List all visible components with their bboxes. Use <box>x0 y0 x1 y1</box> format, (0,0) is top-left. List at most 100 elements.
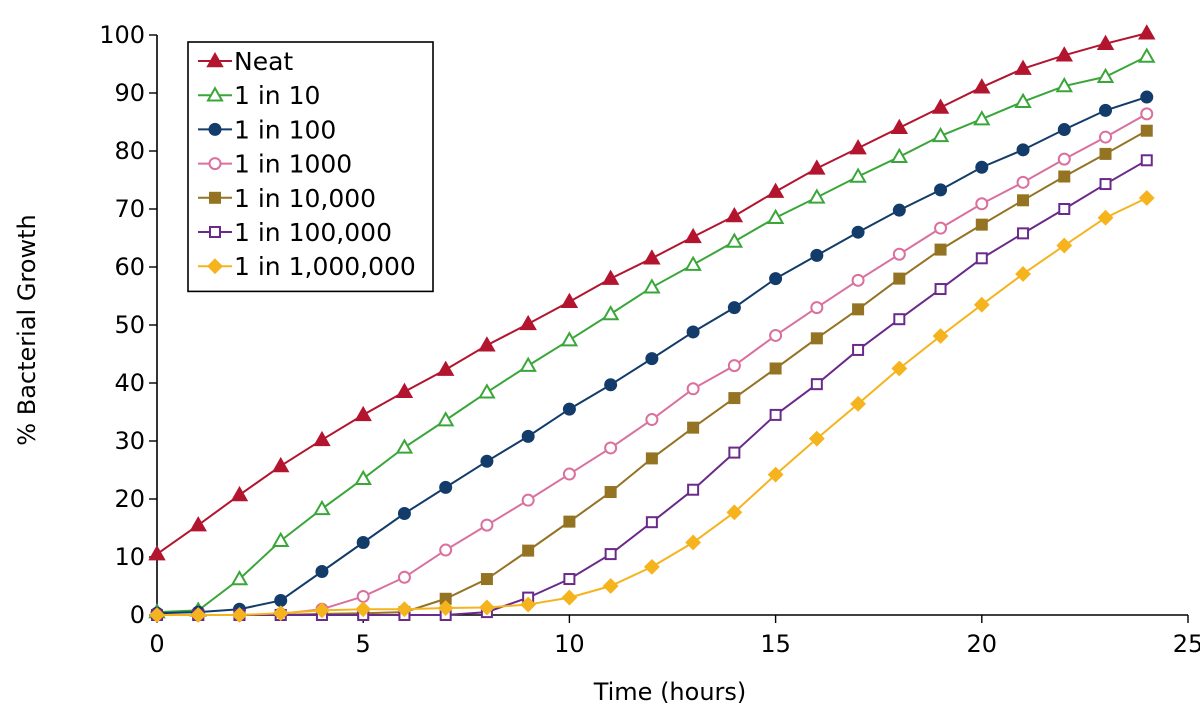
data-point <box>314 602 330 619</box>
y-tick-label: 100 <box>99 21 145 49</box>
y-tick-label: 70 <box>114 195 145 223</box>
data-point <box>1140 154 1153 167</box>
legend-item: 1 in 100,000 <box>198 218 392 247</box>
data-point <box>395 382 414 398</box>
legend-label: 1 in 100,000 <box>234 218 392 247</box>
data-point <box>728 392 741 405</box>
data-point <box>563 573 576 586</box>
data-point <box>934 221 948 235</box>
data-point <box>810 301 824 315</box>
data-point <box>892 203 906 217</box>
x-tick-label: 25 <box>1173 630 1200 658</box>
data-point <box>975 218 988 231</box>
data-point <box>975 160 989 174</box>
data-point <box>852 303 865 316</box>
data-point <box>520 596 537 613</box>
data-point <box>480 518 494 532</box>
data-point <box>1058 203 1071 215</box>
data-point <box>519 314 537 331</box>
data-point <box>1014 59 1032 75</box>
legend-label: Neat <box>234 47 293 76</box>
data-point <box>934 283 947 296</box>
data-point <box>973 78 991 94</box>
data-point <box>725 232 744 248</box>
series-1 <box>148 24 1156 561</box>
data-point <box>686 382 700 396</box>
data-point <box>395 438 414 454</box>
y-tick-label: 60 <box>114 253 145 281</box>
data-point <box>562 467 576 481</box>
data-point <box>480 454 494 468</box>
data-point <box>1097 209 1114 226</box>
x-axis-title: Time (hours) <box>593 678 747 706</box>
data-point <box>437 600 454 616</box>
legend-marker <box>206 86 224 102</box>
data-point <box>931 126 950 143</box>
y-tick-label: 10 <box>114 543 145 571</box>
data-point <box>645 352 659 366</box>
data-point <box>975 197 989 211</box>
data-point <box>1099 103 1113 117</box>
data-point <box>1015 266 1031 282</box>
data-point <box>604 486 617 499</box>
y-tick-label: 50 <box>114 311 145 339</box>
series-7 <box>149 190 1155 623</box>
data-point <box>934 183 948 197</box>
data-point <box>1016 175 1030 189</box>
legend-item: 1 in 1000 <box>198 150 352 179</box>
data-point <box>645 452 658 465</box>
legend-marker <box>206 51 224 68</box>
data-point <box>355 601 372 618</box>
legend-item: 1 in 10,000 <box>198 184 376 213</box>
legend-item: 1 in 1,000,000 <box>198 252 416 281</box>
data-point <box>604 441 618 455</box>
data-point <box>1056 237 1073 254</box>
data-point <box>810 332 823 345</box>
data-point <box>354 469 372 485</box>
data-point <box>1140 124 1153 137</box>
data-point <box>563 515 576 528</box>
legend-marker <box>208 157 222 171</box>
data-point <box>478 383 496 399</box>
data-point <box>231 607 248 623</box>
data-point <box>436 411 455 427</box>
data-point <box>521 429 535 443</box>
data-point <box>810 248 824 262</box>
data-point <box>850 395 866 412</box>
data-point <box>932 328 949 344</box>
data-point <box>973 296 990 313</box>
data-point <box>766 182 785 198</box>
data-point <box>601 304 620 321</box>
data-point <box>769 408 782 421</box>
data-point <box>769 328 783 342</box>
data-point <box>975 252 988 265</box>
data-point <box>852 343 865 356</box>
data-point <box>1058 170 1071 183</box>
data-point <box>687 421 700 434</box>
data-point <box>851 273 865 287</box>
data-point <box>1140 90 1154 104</box>
data-point <box>645 516 658 529</box>
data-point <box>272 605 289 622</box>
data-point <box>725 206 744 223</box>
data-point <box>1055 77 1074 93</box>
data-point <box>643 278 661 294</box>
series-layer <box>148 24 1156 623</box>
y-tick-label: 0 <box>130 601 145 629</box>
legend-label: 1 in 1000 <box>234 150 352 179</box>
data-point <box>1138 47 1156 63</box>
data-point <box>766 208 785 224</box>
legend-label: 1 in 1,000,000 <box>234 252 416 281</box>
x-tick-label: 5 <box>356 630 371 658</box>
data-point <box>149 607 165 623</box>
data-point <box>148 545 166 561</box>
data-point <box>643 249 661 265</box>
data-point <box>808 430 825 447</box>
y-tick-label: 30 <box>114 427 145 455</box>
y-tick-label: 90 <box>114 79 145 107</box>
data-point <box>973 110 991 126</box>
data-point <box>274 594 288 607</box>
data-point <box>769 272 783 286</box>
data-point <box>480 573 493 586</box>
